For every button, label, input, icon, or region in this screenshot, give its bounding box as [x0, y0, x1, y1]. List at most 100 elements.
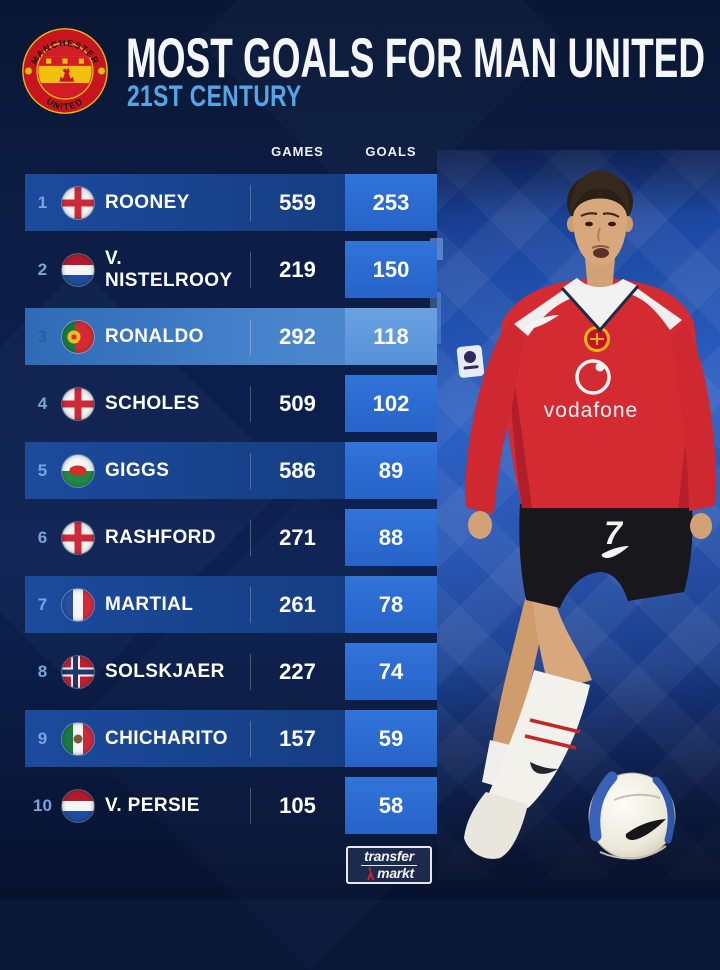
player-boot	[464, 792, 528, 859]
goals-value: 88	[345, 509, 437, 566]
rank-label: 5	[37, 460, 48, 480]
player-shorts: 7	[519, 504, 693, 608]
rank-label: 1	[37, 192, 48, 212]
player-name: SCHOLES	[105, 392, 200, 414]
table-row: 8 SOLSKJAER 227 74	[25, 643, 437, 700]
games-value: 227	[250, 643, 345, 700]
player-head	[567, 170, 633, 266]
rank-label: 2	[37, 259, 48, 279]
player-jersey: vodafone	[456, 258, 717, 539]
rank-label: 7	[37, 594, 48, 614]
table-header-row: GAMES GOALS	[25, 140, 437, 162]
flag-icon-norway	[61, 655, 94, 688]
player-name: CHICHARITO	[105, 727, 228, 749]
flag-icon-netherlands	[61, 789, 94, 822]
flag-cell	[60, 777, 95, 834]
player-name: SOLSKJAER	[105, 660, 225, 682]
shorts-swoosh-icon	[601, 546, 629, 558]
goals-value: 58	[345, 777, 437, 834]
football	[588, 771, 676, 860]
flag-icon-wales	[61, 454, 94, 487]
flag-icon-england	[61, 521, 94, 554]
transfermarkt-devil-icon	[367, 866, 375, 880]
games-value: 271	[250, 509, 345, 566]
table-row: 5 GIGGS 586 89	[25, 442, 437, 499]
svg-text:UNITED: UNITED	[45, 96, 85, 112]
jersey-collar	[562, 278, 638, 330]
rank-label: 4	[37, 393, 48, 413]
rank-label: 3	[37, 326, 48, 346]
table-row: 3 RONALDO 292 118	[25, 308, 437, 365]
games-value: 509	[250, 375, 345, 432]
goals-value: 102	[345, 375, 437, 432]
goals-value: 74	[345, 643, 437, 700]
games-value: 292	[250, 308, 345, 365]
games-value: 261	[250, 576, 345, 633]
flag-cell	[60, 710, 95, 767]
player-name: V. PERSIE	[105, 794, 200, 816]
player-left-hand	[690, 513, 712, 539]
games-value: 105	[250, 777, 345, 834]
player-name: RONALDO	[105, 325, 204, 347]
crest-right-dot	[97, 67, 106, 75]
games-column-header: GAMES	[271, 143, 324, 159]
table-row: 4 SCHOLES 509 102	[25, 375, 437, 432]
flag-icon-france	[61, 588, 94, 621]
games-value: 586	[250, 442, 345, 499]
player-lead-leg	[464, 588, 592, 859]
player-name: GIGGS	[105, 459, 170, 481]
leaderboard-table: GAMES GOALS 1 ROONEY 559 253 2 V. NISTELROOY 2…	[25, 140, 437, 844]
jersey-swoosh-icon	[525, 315, 559, 329]
table-row: 7 MARTIAL 261 78	[25, 576, 437, 633]
ball-swoosh-icon	[625, 819, 666, 840]
flag-cell	[60, 643, 95, 700]
rank-label: 10	[33, 795, 52, 815]
flag-cell	[60, 241, 95, 298]
goals-value: 253	[345, 174, 437, 231]
goals-value: 89	[345, 442, 437, 499]
sponsor-logo: vodafone	[544, 359, 638, 422]
table-row: 9 CHICHARITO 157 59	[25, 710, 437, 767]
transfermarkt-logo: transfer markt	[346, 846, 432, 884]
player-photo: 7 vodafone	[456, 170, 717, 860]
table-row: 6 RASHFORD 271 88	[25, 509, 437, 566]
jersey-crest	[584, 326, 610, 352]
flag-cell	[60, 174, 95, 231]
shirt-number: 7	[604, 515, 624, 551]
table-row: 10 V. PERSIE 105 58	[25, 777, 437, 834]
transfermarkt-logo-line2: markt	[377, 865, 414, 881]
games-value: 219	[250, 241, 345, 298]
games-value: 157	[250, 710, 345, 767]
page-title: MOST GOALS FOR MAN UNITED	[126, 26, 706, 89]
goals-value: 59	[345, 710, 437, 767]
table-rows: 1 ROONEY 559 253 2 V. NISTELROOY 219 150 3 RONALD…	[25, 174, 437, 834]
rank-label: 9	[37, 728, 48, 748]
games-value: 559	[250, 174, 345, 231]
transfermarkt-logo-line1: transfer	[361, 849, 417, 866]
flag-cell	[60, 308, 95, 365]
flag-icon-netherlands	[61, 253, 94, 286]
rank-label: 8	[37, 661, 48, 681]
red-devil-icon	[59, 67, 75, 82]
flag-cell	[60, 375, 95, 432]
player-name: ROONEY	[105, 191, 190, 213]
manchester-united-crest: MANCHESTER UNITED	[22, 28, 108, 114]
table-row: 2 V. NISTELROOY 219 150	[25, 241, 437, 298]
player-right-hand	[468, 511, 492, 539]
crest-left-dot	[24, 67, 33, 75]
player-name: RASHFORD	[105, 526, 216, 548]
flag-icon-england	[61, 387, 94, 420]
goals-value: 78	[345, 576, 437, 633]
sponsor-text: vodafone	[544, 399, 638, 422]
flag-cell	[60, 509, 95, 566]
crest-shield	[38, 56, 92, 87]
crest-bottom-text: UNITED	[45, 96, 84, 112]
flag-icon-england	[61, 186, 94, 219]
rank-label: 6	[37, 527, 48, 547]
page-subtitle: 21ST CENTURY	[127, 80, 302, 113]
player-name: V. NISTELROOY	[105, 247, 233, 291]
goals-value: 150	[345, 241, 437, 298]
flag-cell	[60, 576, 95, 633]
flag-cell	[60, 442, 95, 499]
goals-column-header: GOALS	[365, 143, 417, 159]
